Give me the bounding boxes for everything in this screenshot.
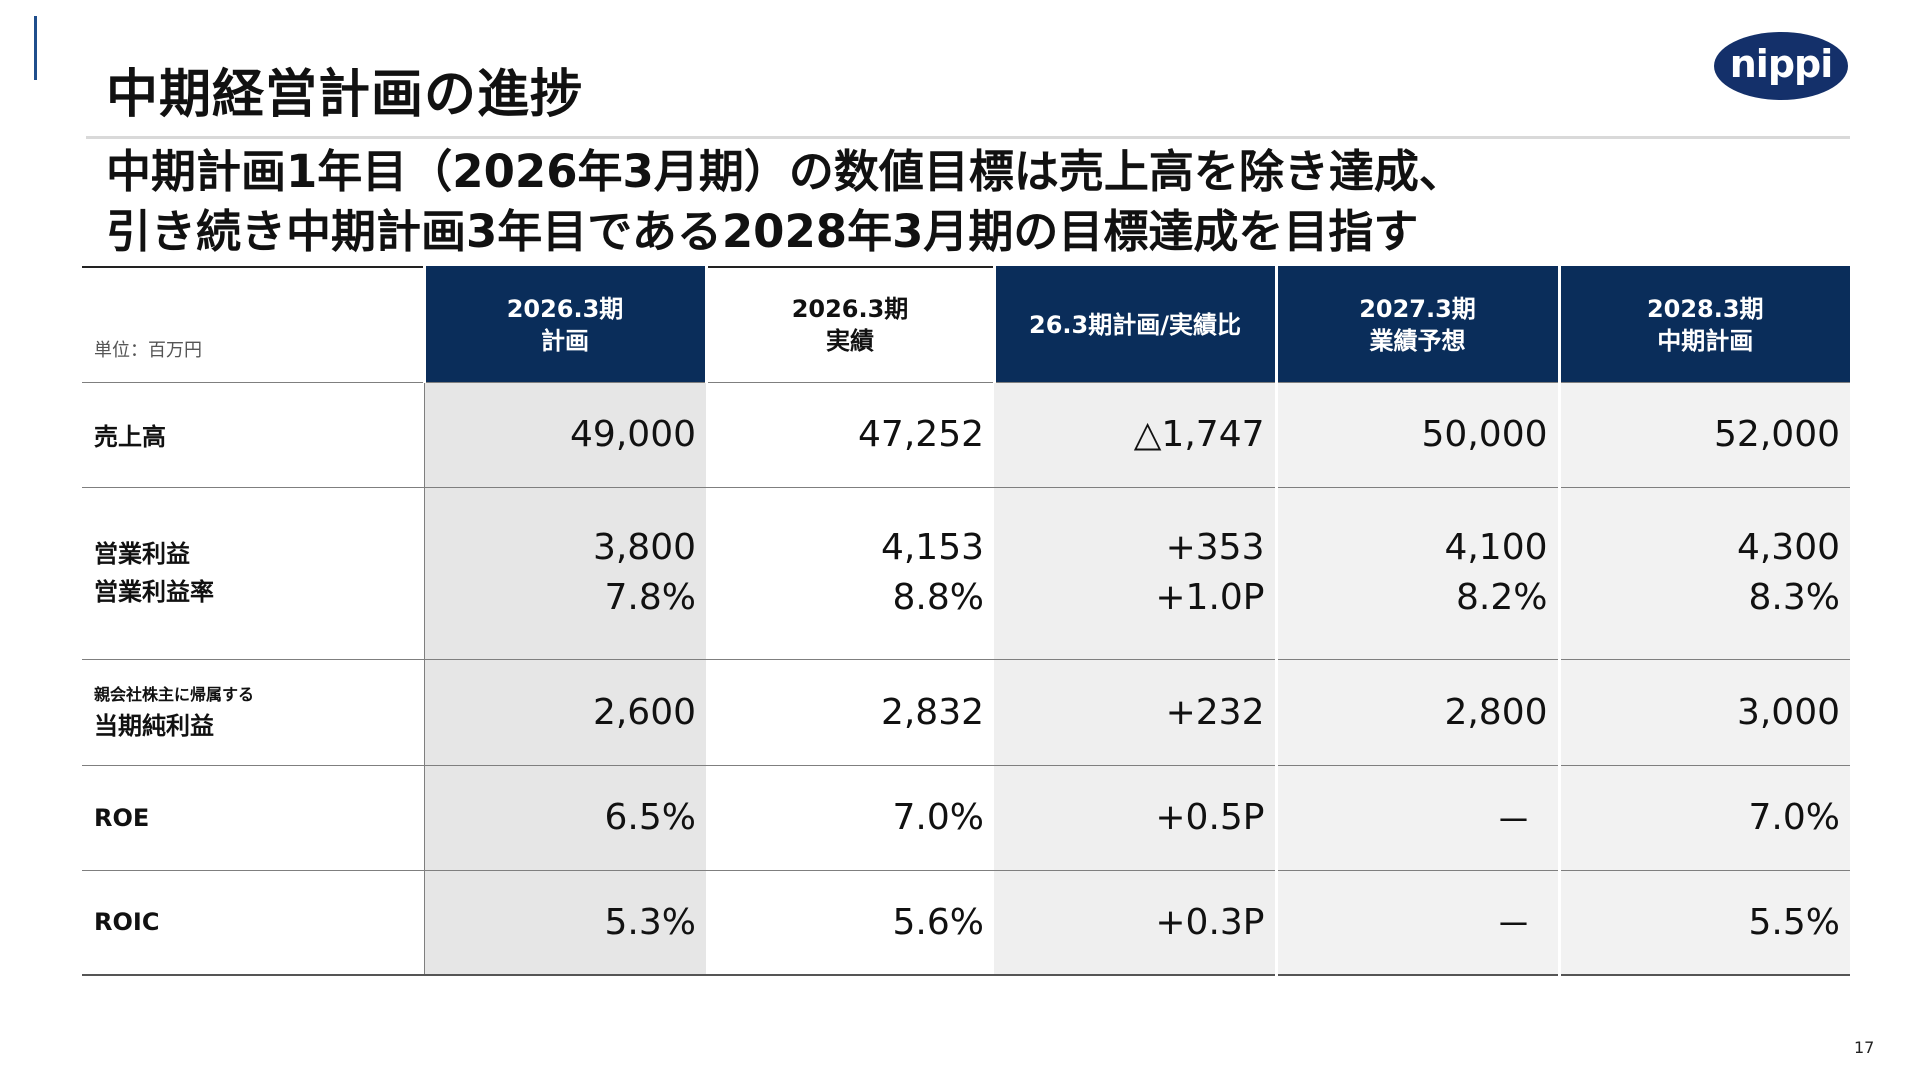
cell-rate: 8.8% bbox=[892, 577, 984, 618]
headline-line-1: 中期計画1年目（2026年3月期）の数値目標は売上高を除き達成、 bbox=[106, 145, 1464, 198]
header-fy2026-actual: 2026.3期 実績 bbox=[704, 266, 994, 382]
table-cell: 4,300 8.3% bbox=[1559, 486, 1850, 659]
table-cell: +232 bbox=[994, 658, 1278, 765]
row-label: 売上高 bbox=[82, 381, 425, 487]
row-label: ROIC bbox=[82, 869, 425, 976]
header-line: 2027.3期 bbox=[1359, 294, 1476, 323]
headline-line-2: 引き続き中期計画3年目である2028年3月期の目標達成を目指す bbox=[106, 205, 1419, 258]
cell-rate: 8.2% bbox=[1456, 577, 1548, 618]
cell-value: 4,100 bbox=[1444, 527, 1548, 568]
header-line: 実績 bbox=[826, 326, 874, 355]
cell-rate: 7.8% bbox=[604, 577, 696, 618]
table-cell: +353 +1.0P bbox=[994, 486, 1278, 659]
table-cell: 3,800 7.8% bbox=[424, 486, 706, 659]
table-cell: 2,832 bbox=[706, 658, 994, 765]
kpi-table: 単位：百万円 2026.3期 計画 2026.3期 実績 26.3期計画/実績比… bbox=[82, 266, 1850, 976]
header-line: 2026.3期 bbox=[506, 294, 624, 323]
cell-rate: +1.0P bbox=[1155, 577, 1265, 618]
table-cell: △1,747 bbox=[994, 381, 1278, 487]
cell-value: 4,300 bbox=[1736, 527, 1840, 568]
accent-bar bbox=[34, 16, 37, 80]
unit-label: 単位：百万円 bbox=[82, 266, 424, 382]
cell-value: +353 bbox=[1165, 527, 1265, 568]
page-number: 17 bbox=[1854, 1038, 1875, 1057]
header-fy2026-plan: 2026.3期 計画 bbox=[422, 266, 706, 382]
row-label-line: 営業利益率 bbox=[94, 578, 214, 606]
table-cell: 5.6% bbox=[706, 869, 994, 976]
header-line: 26.3期計画/実績比 bbox=[1029, 310, 1241, 339]
row-label-line: 営業利益 bbox=[94, 540, 190, 568]
header-fy2027-forecast: 2027.3期 業績予想 bbox=[1274, 266, 1559, 382]
page-title: 中期経営計画の進捗 bbox=[106, 65, 584, 125]
table-row-roic: ROIC 5.3% 5.6% +0.3P － 5.5% bbox=[82, 869, 1850, 976]
table-cell: 49,000 bbox=[424, 381, 706, 487]
table-header-row: 単位：百万円 2026.3期 計画 2026.3期 実績 26.3期計画/実績比… bbox=[82, 266, 1850, 382]
table-row-operating-profit: 営業利益 営業利益率 3,800 7.8% 4,153 8.8% +353 +1… bbox=[82, 486, 1850, 659]
row-label-main: 当期純利益 bbox=[94, 711, 214, 740]
table-cell: 2,800 bbox=[1276, 658, 1561, 765]
nippi-logo: nippi bbox=[1714, 32, 1848, 100]
title-divider bbox=[86, 136, 1850, 139]
table-cell: 2,600 bbox=[424, 658, 706, 765]
row-label: 営業利益 営業利益率 bbox=[82, 486, 425, 659]
table-cell: － bbox=[1276, 869, 1561, 976]
table-cell: 7.0% bbox=[1559, 764, 1850, 870]
header-plan-vs-actual: 26.3期計画/実績比 bbox=[992, 266, 1276, 382]
logo-text: nippi bbox=[1729, 42, 1834, 86]
table-cell: 7.0% bbox=[706, 764, 994, 870]
header-line: 業績予想 bbox=[1369, 326, 1466, 355]
table-cell: 3,000 bbox=[1559, 658, 1850, 765]
headline: 中期計画1年目（2026年3月期）の数値目標は売上高を除き達成、 引き続き中期計… bbox=[106, 142, 1464, 262]
table-cell: 4,100 8.2% bbox=[1276, 486, 1561, 659]
cell-value: 4,153 bbox=[880, 527, 984, 568]
header-line: 計画 bbox=[541, 326, 589, 355]
header-fy2028-midterm-plan: 2028.3期 中期計画 bbox=[1557, 266, 1850, 382]
table-cell: 47,252 bbox=[706, 381, 994, 487]
header-line: 2028.3期 bbox=[1646, 294, 1764, 323]
row-label-sub: 親会社株主に帰属する bbox=[94, 684, 255, 704]
row-label: ROE bbox=[82, 764, 425, 870]
cell-rate: 8.3% bbox=[1748, 577, 1840, 618]
table-cell: +0.3P bbox=[994, 869, 1278, 976]
header-line: 2026.3期 bbox=[791, 294, 909, 323]
row-label: 親会社株主に帰属する 当期純利益 bbox=[82, 658, 425, 765]
header-line: 中期計画 bbox=[1657, 326, 1754, 355]
table-row-net-income: 親会社株主に帰属する 当期純利益 2,600 2,832 +232 2,800 … bbox=[82, 658, 1850, 765]
table-cell: 5.3% bbox=[424, 869, 706, 976]
table-cell: 52,000 bbox=[1559, 381, 1850, 487]
table-row-sales: 売上高 49,000 47,252 △1,747 50,000 52,000 bbox=[82, 381, 1850, 487]
table-cell: 5.5% bbox=[1559, 869, 1850, 976]
table-cell: 50,000 bbox=[1276, 381, 1561, 487]
cell-value: 3,800 bbox=[592, 527, 696, 568]
table-cell: +0.5P bbox=[994, 764, 1278, 870]
table-row-roe: ROE 6.5% 7.0% +0.5P － 7.0% bbox=[82, 764, 1850, 870]
table-cell: 6.5% bbox=[424, 764, 706, 870]
table-cell: － bbox=[1276, 764, 1561, 870]
table-cell: 4,153 8.8% bbox=[706, 486, 994, 659]
